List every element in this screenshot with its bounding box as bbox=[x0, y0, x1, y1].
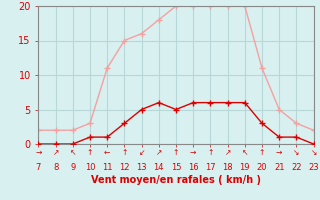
X-axis label: Vent moyen/en rafales ( km/h ): Vent moyen/en rafales ( km/h ) bbox=[91, 175, 261, 185]
